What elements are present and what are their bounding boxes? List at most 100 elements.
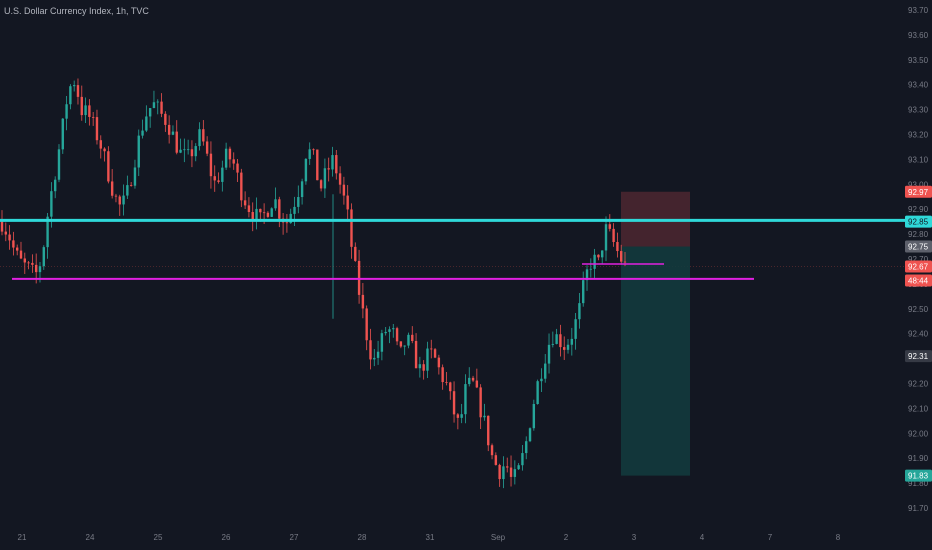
price-tag-label: 48:44 <box>908 276 929 285</box>
candle-body <box>46 216 49 248</box>
candle-body <box>449 382 452 392</box>
candle-body <box>255 208 258 221</box>
candle-body <box>616 242 619 252</box>
price-tag-label: 92.85 <box>908 218 929 227</box>
price-tick-label: 93.60 <box>908 31 929 40</box>
candle-body <box>19 250 23 259</box>
candle-body <box>350 209 353 247</box>
price-tag-label: 92.67 <box>908 262 929 271</box>
price-tick-label: 92.70 <box>908 255 929 264</box>
level-lines[interactable] <box>0 218 905 280</box>
candle-body <box>57 149 61 180</box>
price-tick-label: 93.00 <box>908 180 929 189</box>
candle-body <box>224 148 228 168</box>
candle-body <box>585 269 589 281</box>
candle-body <box>171 131 175 135</box>
time-axis[interactable]: 21 24 25 26 27 28 31 Sep 2 3 4 7 8 <box>0 522 905 550</box>
time-tick-label: 27 <box>290 533 299 542</box>
candle-body <box>468 377 471 385</box>
candle-body <box>498 464 501 480</box>
candle-body <box>259 208 262 213</box>
candle-body <box>380 333 384 352</box>
candle-body <box>414 340 418 369</box>
candle-body <box>338 173 342 185</box>
candle-body <box>12 240 15 248</box>
price-axis[interactable]: 93.70 93.60 93.50 93.40 93.30 93.20 93.10 93.00… <box>905 0 932 522</box>
candle-body <box>8 234 11 241</box>
time-tick-label: 28 <box>358 533 367 542</box>
candle-body <box>137 135 140 168</box>
price-tag-label: 92.31 <box>908 352 929 361</box>
candle-body <box>490 445 494 456</box>
candle-body <box>4 231 7 235</box>
candle-body <box>243 200 247 206</box>
candle-body <box>179 149 182 153</box>
candle-body <box>563 347 566 350</box>
price-tick-label: 93.40 <box>908 81 929 90</box>
position-zones <box>621 191 690 476</box>
candle-body <box>604 224 608 251</box>
candle-body <box>107 151 110 182</box>
candle-body <box>566 344 570 350</box>
candle-body <box>532 403 536 429</box>
candle-body <box>23 258 26 263</box>
candle-body <box>0 221 4 232</box>
candle-body <box>31 262 34 265</box>
candle-body <box>118 196 121 205</box>
candle-body <box>316 149 319 181</box>
candle-body <box>300 181 304 198</box>
candle-body <box>27 262 30 264</box>
candle-body <box>612 228 615 243</box>
candle-body <box>213 176 216 181</box>
price-tick-label: 93.10 <box>908 155 929 164</box>
candle-body <box>175 131 178 153</box>
candle-body <box>528 428 532 442</box>
candle-body <box>152 102 156 109</box>
candle-body <box>217 180 220 182</box>
price-tick-label: 93.50 <box>908 56 929 65</box>
candle-body <box>395 328 399 342</box>
candle-body <box>164 113 167 125</box>
candle-body <box>129 185 133 186</box>
candle-body <box>509 467 513 477</box>
candle-body <box>88 105 91 117</box>
candle-body <box>205 141 209 154</box>
candle-body <box>38 266 42 273</box>
candle-body <box>597 254 600 258</box>
price-tick-label: 92.80 <box>908 230 929 239</box>
candle-body <box>460 414 463 418</box>
candle-body <box>376 351 380 358</box>
candle-body <box>354 246 357 261</box>
candle-body <box>228 148 232 160</box>
candle-body <box>536 381 539 404</box>
candle-body <box>69 86 72 105</box>
candle-body <box>582 280 585 304</box>
candle-body <box>65 104 68 119</box>
candle-body <box>236 163 239 173</box>
candle-body <box>335 155 338 174</box>
price-tag-cyan: 92.85 <box>905 215 932 228</box>
time-tick-label: Sep <box>491 533 506 542</box>
candle-body <box>456 414 460 418</box>
candle-body <box>319 180 323 189</box>
candle-body <box>110 181 114 196</box>
price-tick-label: 93.30 <box>908 106 929 115</box>
price-tick-label: 92.90 <box>908 205 929 214</box>
candle-body <box>266 212 270 217</box>
price-tick-label: 91.80 <box>908 479 929 488</box>
candle-body <box>183 149 186 151</box>
candle-body <box>186 149 190 151</box>
price-tag-target: 91.83 <box>905 469 932 482</box>
candle-body <box>133 167 137 186</box>
time-tick-label: 8 <box>836 533 841 542</box>
candle-body <box>327 168 330 170</box>
candle-body <box>114 195 118 197</box>
price-tick-label: 92.50 <box>908 305 929 314</box>
candle-body <box>551 343 555 345</box>
price-chart[interactable] <box>0 0 905 522</box>
candle-body <box>574 319 577 339</box>
price-tag-stop: 92.97 <box>905 185 932 198</box>
candle-body <box>513 469 517 477</box>
candle-body <box>483 415 486 418</box>
candle-body <box>84 105 87 116</box>
